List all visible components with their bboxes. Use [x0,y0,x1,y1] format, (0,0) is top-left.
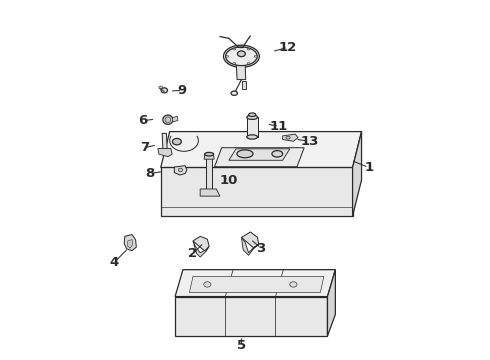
Text: 9: 9 [178,84,187,97]
Polygon shape [242,237,259,255]
Ellipse shape [247,48,250,50]
Ellipse shape [272,150,283,157]
Polygon shape [283,134,298,141]
Ellipse shape [159,86,163,89]
Text: 8: 8 [146,167,154,180]
Polygon shape [172,116,178,122]
Polygon shape [215,148,304,167]
Polygon shape [128,239,133,248]
Ellipse shape [238,51,245,57]
Polygon shape [353,132,362,216]
Ellipse shape [161,88,168,93]
Ellipse shape [248,113,256,117]
Ellipse shape [233,48,236,50]
Ellipse shape [237,150,253,158]
Ellipse shape [225,55,228,57]
Polygon shape [162,134,167,149]
Polygon shape [158,148,172,157]
Text: 11: 11 [270,120,288,133]
Polygon shape [247,117,258,137]
Polygon shape [175,297,327,336]
Polygon shape [242,81,245,89]
Ellipse shape [247,63,250,64]
Text: 3: 3 [256,242,266,255]
Ellipse shape [247,115,258,120]
Ellipse shape [233,63,236,64]
Ellipse shape [204,282,211,287]
Polygon shape [190,276,324,293]
Ellipse shape [223,45,259,67]
Ellipse shape [290,282,297,287]
Ellipse shape [165,117,171,123]
Ellipse shape [247,135,258,139]
Polygon shape [175,270,335,297]
Ellipse shape [231,91,238,95]
Text: 7: 7 [140,141,149,154]
Ellipse shape [163,115,173,125]
Text: 1: 1 [364,161,373,174]
Polygon shape [236,60,245,80]
Polygon shape [161,167,353,216]
Polygon shape [229,149,290,160]
Polygon shape [327,270,335,336]
Text: 4: 4 [109,256,119,269]
Ellipse shape [205,152,214,156]
Polygon shape [174,166,187,175]
Text: 5: 5 [237,339,246,352]
Ellipse shape [286,136,290,139]
Polygon shape [193,236,209,252]
Ellipse shape [178,168,183,172]
Polygon shape [242,232,259,248]
Text: 12: 12 [279,41,297,54]
Ellipse shape [225,47,257,66]
Polygon shape [200,189,220,196]
Polygon shape [206,158,212,189]
Text: 6: 6 [138,114,147,127]
Text: 2: 2 [189,247,197,260]
Text: 13: 13 [300,135,318,148]
Polygon shape [193,241,209,257]
Ellipse shape [254,55,257,57]
Polygon shape [124,234,136,251]
Text: 10: 10 [220,174,238,186]
Ellipse shape [172,138,181,145]
Polygon shape [204,154,214,159]
Polygon shape [161,132,362,167]
